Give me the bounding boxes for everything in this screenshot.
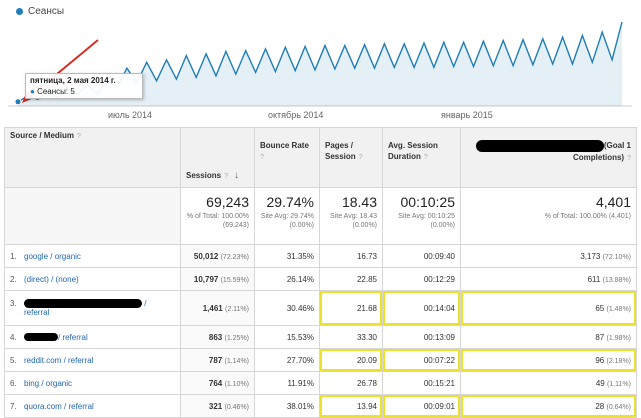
row-pages: 33.30 xyxy=(319,325,383,349)
row-pages-highlighted: 13.94 xyxy=(319,394,383,418)
row-sessions: 863 (1.25%) xyxy=(180,325,255,349)
help-icon[interactable]: ? xyxy=(423,154,428,161)
source-link[interactable]: reddit.com / referral xyxy=(24,355,94,365)
totals-sessions: 69,243% of Total: 100.00% (69,243) xyxy=(180,187,255,245)
row-goal-highlighted: 28 (0.64%) xyxy=(460,394,637,418)
row-duration-highlighted: 00:07:22 xyxy=(382,348,461,372)
report-table: Source / Medium? Sessions? ↓ Bounce Rate?… xyxy=(4,127,637,418)
totals-duration: 00:10:25 Site Avg: 00:10:25 (0.00%) xyxy=(382,187,461,245)
legend-label: Сеансы xyxy=(28,6,65,17)
row-source: 4. / referral xyxy=(4,325,181,349)
table-row: 2. (direct) / (none) 10,797 (15.59%) 26.1… xyxy=(4,267,637,291)
header-goal-completions[interactable]: (Goal 1 Completions)? xyxy=(460,127,637,188)
row-sessions: 321 (0.46%) xyxy=(180,394,255,418)
source-link[interactable]: referral xyxy=(24,308,50,318)
row-pages-highlighted: 20.09 xyxy=(319,348,383,372)
row-duration-highlighted: 00:14:04 xyxy=(382,290,461,326)
row-bounce: 15.53% xyxy=(254,325,320,349)
table-row: 5. reddit.com / referral 787 (1.14%) 27.7… xyxy=(4,348,637,372)
row-duration: 00:12:29 xyxy=(382,267,461,291)
row-pages-highlighted: 21.68 xyxy=(319,290,383,326)
table-header-row: Source / Medium? Sessions? ↓ Bounce Rate?… xyxy=(4,127,637,188)
redacted-source-name xyxy=(24,333,58,342)
sessions-chart[interactable] xyxy=(0,0,641,125)
row-goal: 3,173 (72.10%) xyxy=(460,244,637,268)
row-duration-highlighted: 00:09:01 xyxy=(382,394,461,418)
table-row: 1. google / organic 50,012 (72.23%) 31.35… xyxy=(4,244,637,268)
data-point-marker xyxy=(14,98,22,106)
totals-pages: 18.43 Site Avg: 18.43 (0.00%) xyxy=(319,187,383,245)
table-row: 4. / referral 863 (1.25%) 15.53% 33.30 00… xyxy=(4,325,637,349)
row-goal: 87 (1.98%) xyxy=(460,325,637,349)
help-icon[interactable]: ? xyxy=(627,155,631,162)
chart-tooltip: пятница, 2 мая 2014 г. ● Сеансы: 5 xyxy=(25,73,143,99)
row-sessions: 50,012 (72.23%) xyxy=(180,244,255,268)
row-goal: 49 (1.11%) xyxy=(460,371,637,395)
row-bounce: 27.70% xyxy=(254,348,320,372)
row-sessions: 764 (1.10%) xyxy=(180,371,255,395)
sessions-area xyxy=(18,22,622,106)
redacted-source-name xyxy=(24,299,142,309)
x-axis-label-oct: октябрь 2014 xyxy=(268,110,324,120)
help-icon[interactable]: ? xyxy=(77,133,81,140)
row-bounce: 11.91% xyxy=(254,371,320,395)
tooltip-value-line: ● Сеансы: 5 xyxy=(30,87,75,96)
source-link[interactable]: bing / organic xyxy=(24,378,73,388)
tooltip-value: Сеансы: 5 xyxy=(37,87,75,96)
source-link[interactable]: / referral xyxy=(58,332,88,342)
row-bounce: 31.35% xyxy=(254,244,320,268)
redacted-goal-name xyxy=(475,140,604,152)
row-source: 3. / referral xyxy=(4,290,181,326)
row-source: 5. reddit.com / referral xyxy=(4,348,181,372)
x-axis-label-jul: июль 2014 xyxy=(108,110,153,120)
row-sessions: 787 (1.14%) xyxy=(180,348,255,372)
row-duration: 00:09:40 xyxy=(382,244,461,268)
row-pages: 26.78 xyxy=(319,371,383,395)
help-icon[interactable]: ? xyxy=(224,173,229,180)
header-bounce-rate[interactable]: Bounce Rate? xyxy=(254,127,320,188)
row-source: 7. quora.com / referral xyxy=(4,394,181,418)
row-goal-highlighted: 65 (1.48%) xyxy=(460,290,637,326)
help-icon[interactable]: ? xyxy=(358,154,363,161)
row-goal: 611 (13.88%) xyxy=(460,267,637,291)
source-link[interactable]: quora.com / referral xyxy=(24,401,94,411)
table-row: 6. bing / organic 764 (1.10%) 11.91% 26.7… xyxy=(4,371,637,395)
row-goal-highlighted: 96 (2.18%) xyxy=(460,348,637,372)
totals-row: 69,243% of Total: 100.00% (69,243) 29.74… xyxy=(4,187,637,245)
row-bounce: 38.01% xyxy=(254,394,320,418)
row-source: 1. google / organic xyxy=(4,244,181,268)
row-sessions: 1,461 (2.11%) xyxy=(180,290,255,326)
sort-desc-icon[interactable]: ↓ xyxy=(234,170,240,181)
chart-legend: Сеансы xyxy=(16,6,64,17)
totals-label-cell xyxy=(4,187,181,245)
totals-goal: 4,401% of Total: 100.00% (4,401) xyxy=(460,187,637,245)
legend-dot-icon xyxy=(16,8,23,15)
source-link[interactable]: (direct) / (none) xyxy=(24,274,79,284)
row-bounce: 30.46% xyxy=(254,290,320,326)
totals-bounce: 29.74% Site Avg: 29.74% (0.00%) xyxy=(254,187,320,245)
source-link[interactable]: google / organic xyxy=(24,251,81,261)
table-row: 7. quora.com / referral 321 (0.46%) 38.01… xyxy=(4,394,637,418)
x-axis-label-jan: январь 2015 xyxy=(441,110,493,120)
row-source: 6. bing / organic xyxy=(4,371,181,395)
header-source-medium[interactable]: Source / Medium? xyxy=(4,127,181,188)
row-source: 2. (direct) / (none) xyxy=(4,267,181,291)
row-bounce: 26.14% xyxy=(254,267,320,291)
header-sessions[interactable]: Sessions? ↓ xyxy=(180,127,255,188)
header-avg-session-duration[interactable]: Avg. Session Duration? xyxy=(382,127,461,188)
tooltip-date: пятница, 2 мая 2014 г. xyxy=(30,76,116,85)
table-row: 3. / referral 1,461 (2.11%) 30.46% 21.68… xyxy=(4,290,637,326)
row-pages: 16.73 xyxy=(319,244,383,268)
row-pages: 22.85 xyxy=(319,267,383,291)
header-pages-session[interactable]: Pages / Session? xyxy=(319,127,383,188)
row-duration: 00:15:21 xyxy=(382,371,461,395)
help-icon[interactable]: ? xyxy=(260,154,264,161)
row-sessions: 10,797 (15.59%) xyxy=(180,267,255,291)
row-duration: 00:13:09 xyxy=(382,325,461,349)
